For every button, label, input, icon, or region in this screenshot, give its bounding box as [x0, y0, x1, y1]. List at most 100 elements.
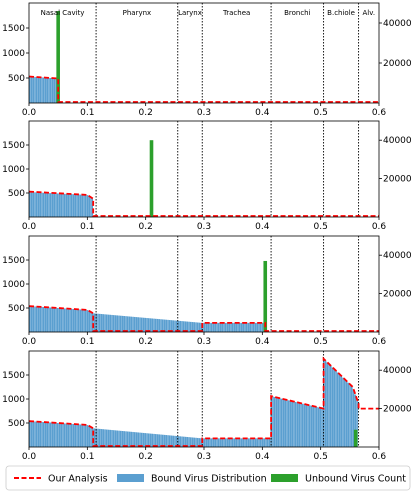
panel-4: 0.0 0.1 0.2 0.3 0.4 0.5 0.6 500 1000 1500 20000 400…	[2, 350, 412, 462]
bound-bar	[160, 434, 162, 447]
x-tick-label: 0.6	[372, 108, 387, 118]
bound-bar	[156, 434, 159, 447]
bound-bar	[55, 307, 57, 332]
bound-bar	[340, 375, 343, 447]
bound-bar	[39, 421, 42, 447]
bound-bar	[205, 322, 208, 332]
bound-bar	[39, 192, 42, 217]
bound-bar	[232, 438, 234, 447]
bound-bar	[29, 76, 31, 103]
legend-label: Our Analysis	[48, 474, 108, 485]
bound-bar	[335, 370, 337, 447]
bound-bar	[99, 428, 101, 447]
bound-bar	[92, 428, 94, 447]
bound-bar	[193, 322, 196, 332]
bound-bar	[142, 432, 145, 447]
bound-bar	[74, 424, 77, 447]
bound-bar	[109, 314, 112, 332]
bound-bar	[107, 429, 110, 447]
bound-bar	[78, 424, 80, 447]
bound-bar	[44, 77, 47, 103]
bound-bar	[65, 193, 68, 217]
bound-bar	[32, 421, 35, 447]
bound-bar	[116, 430, 119, 447]
bound-bar	[212, 438, 215, 447]
region-label: Pharynx	[123, 9, 152, 17]
bound-bar	[34, 192, 36, 217]
bound-bar	[218, 322, 220, 332]
bound-bar	[78, 194, 80, 217]
x-tick-label: 0.0	[22, 222, 37, 232]
region-label: Bronchi	[284, 9, 311, 17]
bound-bar	[207, 322, 210, 332]
bound-bar	[92, 198, 94, 217]
bound-bars	[29, 358, 358, 447]
x-tick-label: 0.2	[139, 337, 153, 347]
bound-bar	[310, 405, 313, 447]
bound-bar	[55, 422, 57, 447]
bound-bar	[50, 193, 52, 217]
bound-bar	[277, 397, 280, 447]
bound-bar	[235, 438, 238, 447]
bound-bar	[36, 77, 38, 103]
bound-bar	[212, 322, 215, 332]
bound-bar	[111, 430, 113, 447]
bound-bar	[197, 437, 199, 447]
bound-bar	[260, 322, 262, 332]
bound-bar	[170, 435, 173, 447]
x-tick-label: 0.5	[314, 452, 328, 462]
y-tick-label-left: 500	[8, 419, 25, 429]
bound-bar	[64, 423, 66, 447]
x-tick-label: 0.6	[372, 337, 387, 347]
bound-bar	[298, 402, 301, 447]
x-tick-label: 0.5	[314, 222, 328, 232]
bound-bar	[176, 436, 178, 447]
bound-bar	[197, 322, 199, 332]
bound-bar	[167, 435, 169, 447]
bound-bar	[55, 78, 57, 103]
x-tick-label: 0.1	[80, 337, 94, 347]
bound-bar	[338, 374, 341, 447]
bound-bar	[163, 434, 166, 447]
bound-bar	[149, 318, 152, 332]
bound-bar	[230, 322, 232, 332]
bound-bar	[244, 322, 246, 332]
bound-bar	[97, 313, 99, 332]
bound-bar	[48, 77, 50, 103]
bound-bar	[81, 424, 84, 447]
bound-bar	[184, 321, 187, 332]
bound-bar	[221, 322, 224, 332]
bound-bar	[130, 431, 133, 447]
bound-bar	[163, 319, 166, 332]
bound-bar	[83, 424, 85, 447]
bound-bar	[156, 318, 159, 332]
bound-bar	[53, 422, 56, 447]
bound-bars	[29, 192, 94, 217]
bound-bar	[268, 438, 271, 447]
bound-bar	[34, 306, 36, 332]
bound-bar	[85, 424, 87, 447]
bound-bar	[204, 322, 206, 332]
bound-bar	[226, 322, 229, 332]
bound-bar	[109, 429, 112, 447]
bound-bar	[209, 322, 211, 332]
bound-bar	[193, 437, 196, 447]
y-tick-label-left: 500	[8, 74, 25, 84]
region-label: Alv.	[363, 9, 376, 17]
bound-bar	[104, 429, 106, 447]
bound-bar	[141, 432, 143, 447]
y-tick-label-right: 20000	[383, 175, 412, 185]
bound-bar	[324, 360, 327, 447]
panel-3: 0.0 0.1 0.2 0.3 0.4 0.5 0.6 500 1000 1500 20000 400…	[2, 235, 412, 347]
bound-bar	[62, 308, 64, 332]
bound-bar	[118, 315, 120, 332]
bound-bar	[37, 421, 40, 447]
bound-bar	[198, 322, 201, 332]
bound-bar	[51, 78, 54, 103]
bound-bar	[107, 314, 110, 332]
x-tick-label: 0.3	[197, 452, 211, 462]
bound-bar	[125, 431, 127, 447]
bound-bar	[67, 423, 70, 447]
bound-bar	[251, 438, 253, 447]
bound-bar	[55, 193, 57, 217]
